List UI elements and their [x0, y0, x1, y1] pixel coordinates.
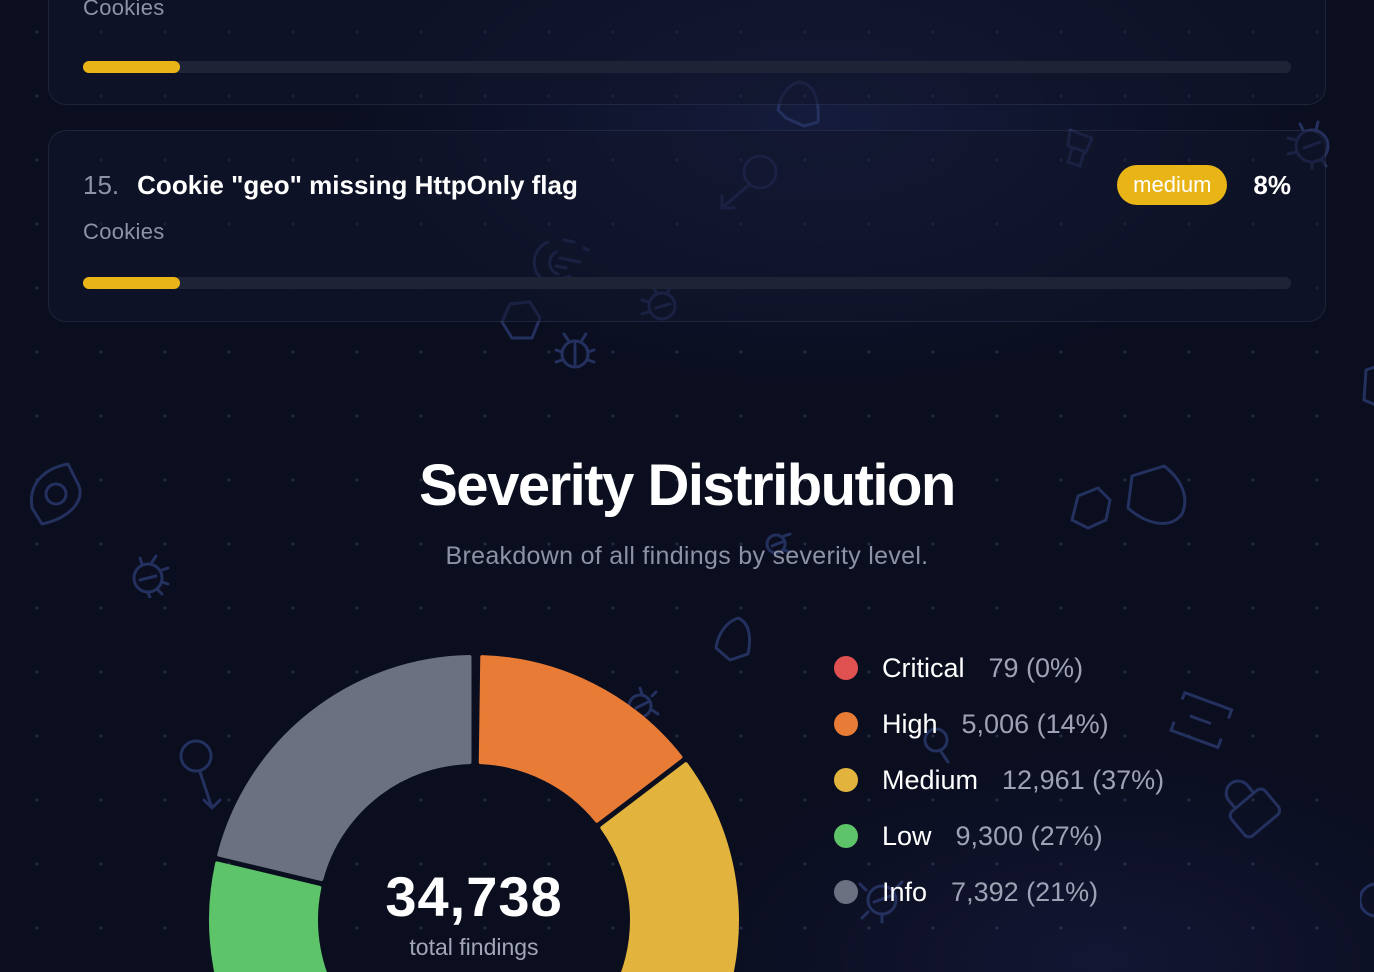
- finding-progress-fill: [83, 277, 180, 289]
- legend-value: 5,006 (14%): [961, 708, 1109, 739]
- id-card-icon: [1168, 688, 1234, 754]
- finding-number: 15.: [83, 169, 120, 200]
- finding-card[interactable]: Cookies: [48, 0, 1326, 105]
- total-findings-label: total findings: [409, 934, 539, 960]
- legend-dot-icon: [834, 880, 858, 904]
- legend-item-high[interactable]: High 5,006 (14%): [834, 696, 1164, 752]
- legend-value: 12,961 (37%): [1002, 764, 1165, 795]
- donut-segment-high[interactable]: [478, 655, 683, 823]
- legend-label: High: [882, 708, 938, 739]
- legend-value: 79 (0%): [988, 652, 1084, 683]
- finding-percent: 8%: [1253, 169, 1291, 200]
- legend-item-critical[interactable]: Critical 79 (0%): [834, 640, 1164, 696]
- finding-progress-fill: [83, 61, 180, 73]
- finding-title-row: 15. Cookie "geo" missing HttpOnly flag m…: [83, 165, 1291, 205]
- finding-category: Cookies: [83, 0, 165, 20]
- finding-card-15[interactable]: 15. Cookie "geo" missing HttpOnly flag m…: [48, 130, 1326, 322]
- legend-value: 7,392 (21%): [951, 876, 1099, 907]
- donut-segment-medium[interactable]: [446, 762, 739, 972]
- total-findings-count: 34,738: [385, 865, 563, 928]
- legend-dot-icon: [834, 768, 858, 792]
- bug-icon-3: [552, 328, 598, 372]
- legend-item-info[interactable]: Info 7,392 (21%): [834, 864, 1164, 920]
- finding-title: Cookie "geo" missing HttpOnly flag: [137, 169, 578, 200]
- legend-dot-icon: [834, 824, 858, 848]
- section-subtitle: Breakdown of all findings by severity le…: [445, 542, 929, 570]
- legend-label: Critical: [882, 652, 965, 683]
- severity-donut-chart: [209, 655, 739, 972]
- legend-item-medium[interactable]: Medium 12,961 (37%): [834, 752, 1164, 808]
- fingerprint-icon-2: [1360, 880, 1374, 920]
- donut-segment-low[interactable]: [209, 861, 450, 972]
- section-title: Severity Distribution: [419, 453, 956, 518]
- legend-label: Medium: [882, 764, 979, 795]
- finding-progress-bar: [83, 61, 1291, 73]
- severity-legend: Critical 79 (0%) High 5,006 (14%) Medium…: [834, 640, 1164, 920]
- legend-dot-icon: [834, 656, 858, 680]
- finding-category: Cookies: [83, 219, 165, 244]
- legend-label: Low: [882, 820, 932, 851]
- legend-dot-icon: [834, 712, 858, 736]
- finding-progress-bar: [83, 277, 1291, 289]
- lock-icon: [1212, 766, 1288, 842]
- legend-item-low[interactable]: Low 9,300 (27%): [834, 808, 1164, 864]
- legend-label: Info: [882, 876, 928, 907]
- severity-badge: medium: [1117, 165, 1228, 205]
- donut-segment-info[interactable]: [217, 655, 472, 882]
- legend-value: 9,300 (27%): [955, 820, 1103, 851]
- shield-icon-2: [1360, 360, 1374, 410]
